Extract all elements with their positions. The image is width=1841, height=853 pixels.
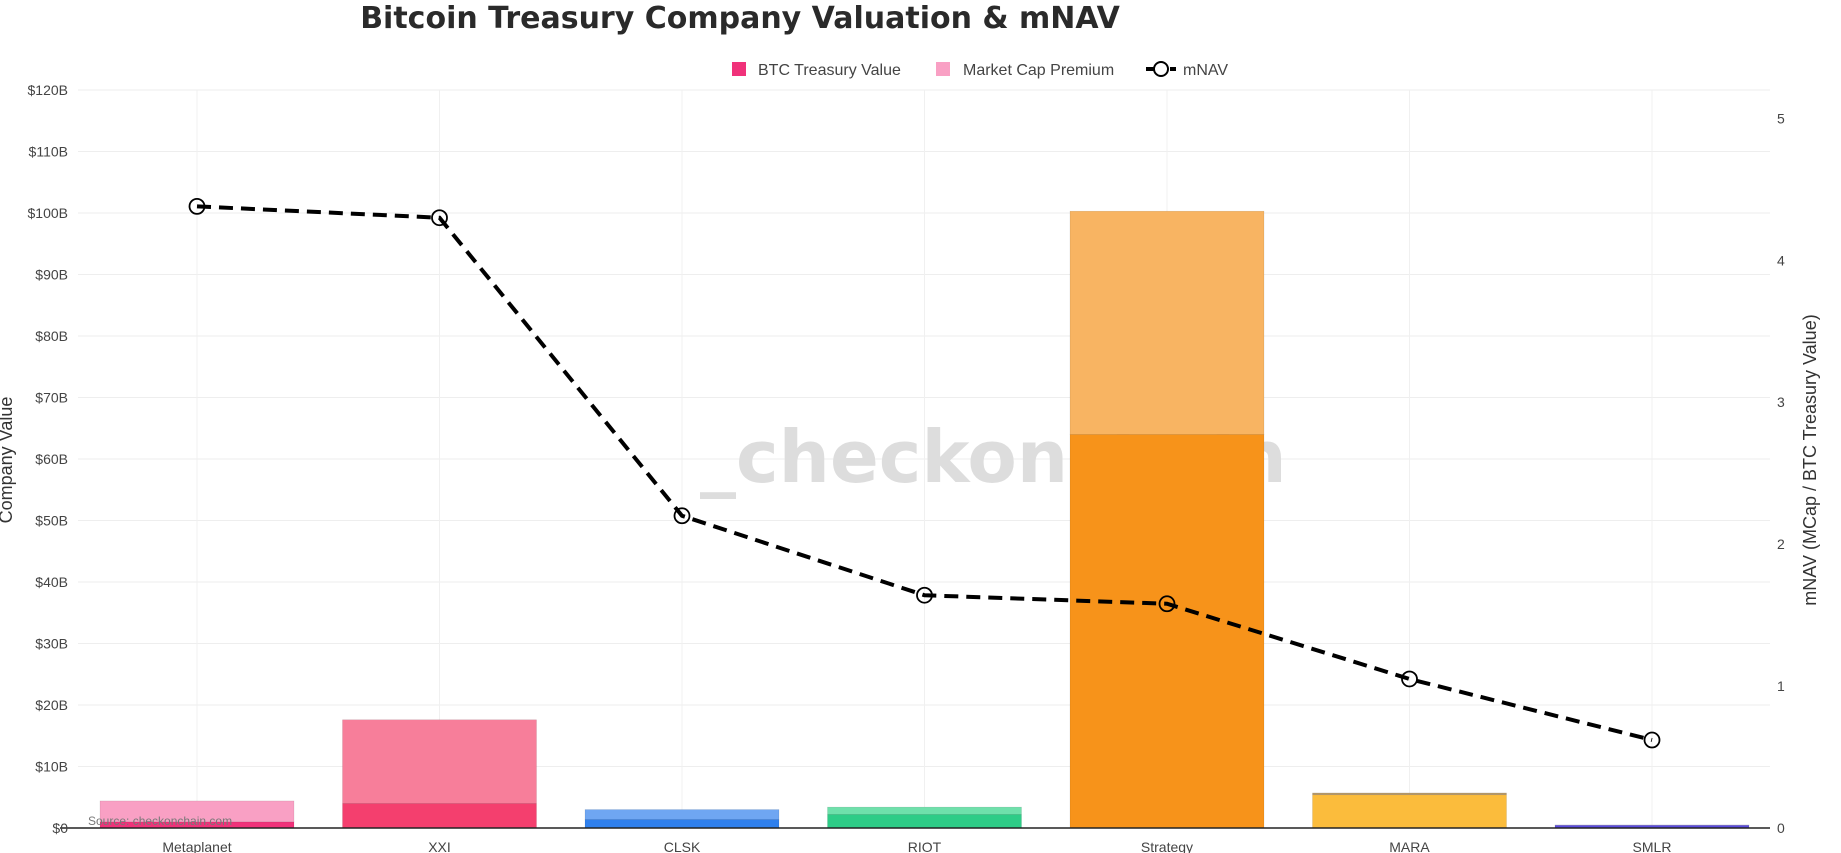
y-tick-label: $40B [35,574,68,590]
x-tick-label: CLSK [664,839,701,853]
x-tick-label: Strategy [1141,839,1193,853]
mnav-polyline [196,204,1653,742]
x-tick-label: SMLR [1633,839,1672,853]
y-tick-label: $50B [35,513,68,529]
gridlines [78,89,1770,828]
chart-title: Bitcoin Treasury Company Valuation & mNA… [360,1,1120,36]
mnav-line [188,197,1661,749]
bar-btc-treasury-riot [827,814,1022,829]
right-axis-ticks: 0 1 2 3 4 5 [1777,110,1785,836]
y2-tick-label: 4 [1777,252,1785,268]
y-tick-label: $60B [35,451,68,467]
bar-premium-mara [1312,792,1507,796]
y-tick-label: $10B [35,759,68,775]
y2-tick-label: 1 [1777,678,1785,694]
y2-axis-title: mNAV (MCap / BTC Treasury Value) [1800,314,1820,605]
y-tick-label: $20B [35,697,68,713]
y2-tick-label: 5 [1777,110,1785,126]
legend-label-btc-treasury-value: BTC Treasury Value [758,62,901,79]
legend-swatch-mnav-marker [1153,61,1169,77]
y-tick-label: $0 [52,820,68,836]
bar-btc-treasury-strategy [1069,434,1265,829]
y-tick-label: $30B [35,636,68,652]
mnav-point-riot [916,586,933,604]
y2-tick-label: 0 [1777,820,1785,836]
x-axis-ticks: Metaplanet XXI CLSK RIOT Strategy MARA SMLR [162,839,1671,853]
legend: BTC Treasury Value Market Cap Premium mN… [732,61,1228,79]
bar-premium-riot [827,806,1022,815]
x-tick-label: Metaplanet [162,839,231,853]
mnav-point-xxi [431,209,448,227]
mnav-point-strategy [1158,595,1176,613]
y-axis-title: Company Value [0,397,16,524]
y-tick-label: $120B [28,82,68,98]
y-tick-label: $70B [35,390,68,406]
bar-btc-treasury-mara [1312,794,1507,829]
mnav-point-clsk [673,507,691,525]
y2-tick-label: 3 [1777,394,1785,410]
y-tick-label: $110B [29,144,68,160]
mnav-point-smlr [1643,731,1661,749]
legend-label-mnav: mNAV [1183,62,1228,79]
bars [99,210,1750,829]
legend-swatch-market-cap-premium [936,62,950,76]
y-tick-label: $100B [28,205,68,221]
source-note: Source: checkonchain.com [88,814,232,828]
mnav-point-mara [1401,670,1418,688]
left-axis-ticks: $0 $10B $20B $30B $40B $50B $60B $70B $80B $90B $1… [28,82,69,836]
bar-premium-metaplanet [99,800,295,823]
x-tick-label: RIOT [908,839,942,853]
mnav-point-metaplanet [188,197,206,215]
bar-premium-xxi [342,719,537,804]
x-tick-label: XXI [428,839,451,853]
bar-premium-smlr [1554,824,1750,826]
x-tick-label: MARA [1389,839,1430,853]
legend-label-market-cap-premium: Market Cap Premium [963,62,1114,79]
y-tick-label: $80B [35,328,68,344]
bar-btc-treasury-xxi [342,803,537,829]
legend-swatch-btc-treasury-value [732,62,746,76]
bar-btc-treasury-clsk [584,819,780,829]
bar-premium-clsk [584,809,780,820]
y2-tick-label: 2 [1777,536,1785,552]
y-tick-label: $90B [35,267,68,283]
bar-premium-strategy [1069,210,1265,435]
